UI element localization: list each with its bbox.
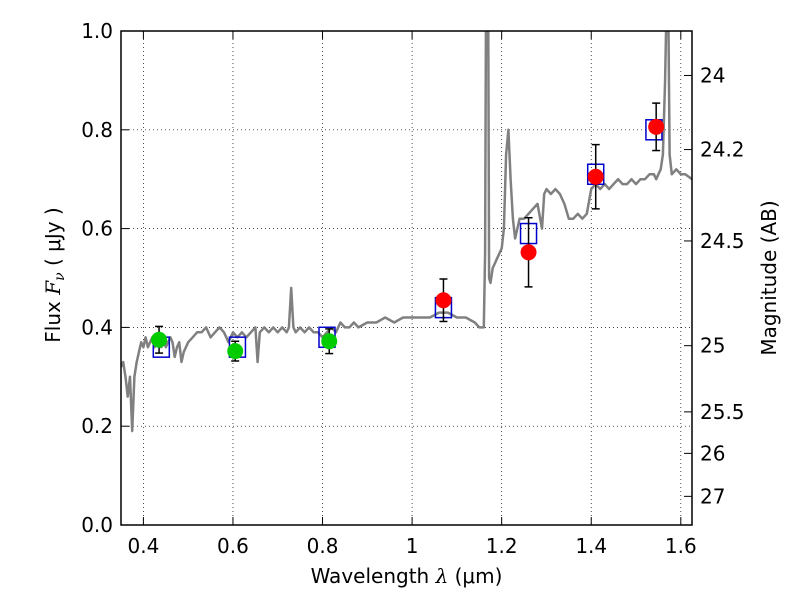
- optical-observation-point: [227, 343, 244, 360]
- model-spectrum: [121, 31, 692, 433]
- x-axis-label: Wavelength λ (μm): [311, 564, 503, 588]
- y2-tick-label: 25.5: [700, 400, 745, 424]
- y2-tick-label: 25: [700, 334, 725, 358]
- nir-observation-point: [587, 168, 604, 185]
- x-tick-label: 0.8: [307, 534, 339, 558]
- x-tick-label: 0.6: [217, 534, 249, 558]
- x-axis-label-unit: (μm): [448, 564, 502, 588]
- y2-tick-label: 24.5: [700, 229, 745, 253]
- y-tick-label: 0.4: [81, 315, 113, 339]
- x-tick-label: 1: [406, 534, 419, 558]
- y-tick-label: 1.0: [81, 19, 113, 43]
- y2-tick-label: 27: [700, 484, 725, 508]
- model-points: [152, 119, 663, 358]
- model-spectrum-line: [121, 31, 692, 433]
- x-tick-label: 1.2: [486, 534, 518, 558]
- x-tick-label: 1.6: [665, 534, 697, 558]
- y-axis-label: Flux Fν ( μJy ): [41, 207, 68, 342]
- x-axis-label-prefix: Wavelength: [311, 564, 436, 588]
- y-tick-label: 0.8: [81, 118, 113, 142]
- axis-ticks: 0.4 0.6 0.8 1 1.2 1.4 1.6 0.0 0.2 0.4 0.6 0.8 1.0 24 2…: [81, 19, 744, 558]
- x-axis-label-symbol: λ: [435, 564, 449, 588]
- observed-points: [151, 102, 665, 362]
- y-axis-label-symbol: F: [41, 280, 65, 296]
- y2-axis-label: Magnitude (AB): [757, 200, 781, 355]
- nir-observation-point: [648, 118, 665, 135]
- y-tick-label: 0.6: [81, 217, 113, 241]
- y-axis-label-unit: ( μJy ): [41, 207, 65, 272]
- y-tick-label: 0.0: [81, 513, 113, 537]
- grid-lines: [121, 31, 692, 525]
- x-tick-label: 0.4: [127, 534, 159, 558]
- optical-observation-point: [151, 331, 168, 348]
- y-tick-label: 0.2: [81, 414, 113, 438]
- y-axis-label-prefix: Flux: [41, 295, 65, 343]
- y2-tick-label: 24.2: [700, 138, 745, 162]
- y2-tick-label: 24: [700, 63, 725, 87]
- optical-observation-point: [321, 333, 338, 350]
- y2-tick-label: 26: [700, 441, 725, 465]
- x-tick-label: 1.4: [575, 534, 607, 558]
- plot-frame: [120, 30, 693, 526]
- y-axis-label-subscript: ν: [52, 272, 68, 281]
- nir-observation-point: [435, 292, 452, 309]
- nir-observation-point: [520, 244, 537, 261]
